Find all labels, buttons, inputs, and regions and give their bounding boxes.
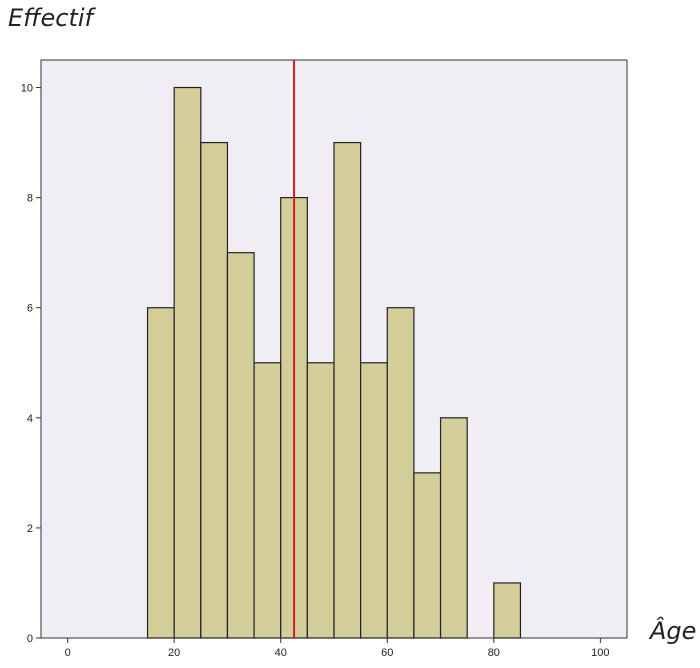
histogram-bar	[493, 582, 522, 639]
y-tick-label: 6	[27, 303, 33, 315]
x-tick-label: 40	[275, 647, 287, 659]
histogram-bar	[200, 141, 229, 639]
y-tick-label: 4	[27, 413, 33, 425]
x-tick-label: 80	[488, 647, 500, 659]
histogram-bar	[439, 417, 468, 639]
x-tick-label: 60	[381, 647, 393, 659]
y-axis-title: Effectif	[8, 4, 93, 32]
histogram-bar	[226, 252, 255, 639]
y-tick-label: 0	[27, 633, 33, 645]
x-tick-label: 20	[168, 647, 180, 659]
x-tick-label: 0	[65, 647, 71, 659]
histogram-bar	[173, 86, 202, 639]
histogram-bar	[146, 307, 175, 639]
histogram-bar	[360, 362, 388, 639]
x-tick-label: 100	[591, 647, 609, 659]
histogram-bar	[333, 141, 362, 639]
histogram-bar	[413, 472, 442, 639]
y-tick-label: 10	[21, 83, 33, 95]
histogram-bar	[306, 362, 335, 639]
histogram-bar	[253, 362, 282, 639]
x-axis-title: Âge	[650, 617, 697, 645]
histogram-bar	[386, 307, 415, 639]
y-tick-label: 8	[27, 193, 33, 205]
y-tick-label: 2	[27, 523, 33, 535]
